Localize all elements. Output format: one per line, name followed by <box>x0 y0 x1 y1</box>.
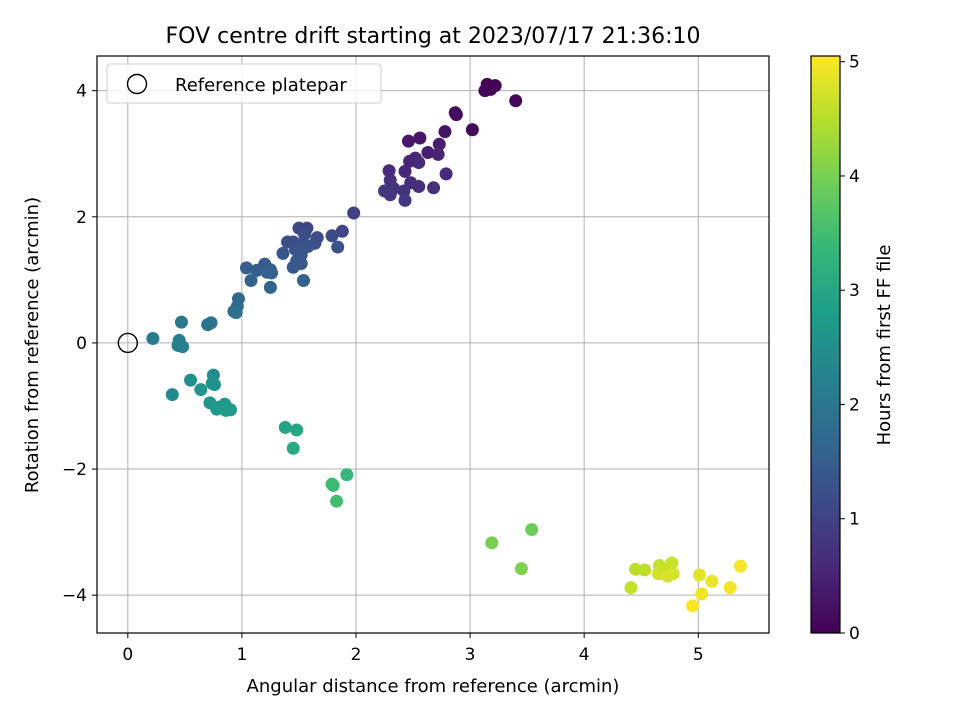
data-point <box>733 559 747 573</box>
data-point <box>335 224 349 238</box>
data-point <box>330 494 344 508</box>
data-point <box>509 94 523 108</box>
y-tick-label: −4 <box>62 586 87 606</box>
data-point <box>514 562 528 576</box>
data-point <box>184 373 198 387</box>
data-point <box>263 280 277 294</box>
legend-label-reference: Reference platepar <box>175 75 347 96</box>
data-point <box>297 273 311 287</box>
data-point <box>146 332 160 346</box>
data-point <box>286 441 300 455</box>
legend-marker-reference <box>126 73 148 95</box>
data-point <box>398 164 412 178</box>
data-point <box>331 240 345 254</box>
data-point <box>412 156 426 170</box>
data-point <box>465 123 479 137</box>
legend: Reference platepar <box>106 63 382 104</box>
colorbar-tick-label: 0 <box>849 624 860 644</box>
data-point <box>427 181 441 195</box>
data-point <box>250 263 264 277</box>
data-point <box>686 599 700 613</box>
data-point <box>229 306 243 320</box>
y-tick-label: 2 <box>76 208 87 228</box>
y-tick-label: 4 <box>76 82 87 102</box>
y-tick-label: −2 <box>62 460 87 480</box>
data-point <box>340 468 354 482</box>
plot-frame <box>96 55 770 634</box>
colorbar-tick-label: 4 <box>849 167 860 187</box>
data-point <box>219 403 233 417</box>
data-point <box>421 145 435 159</box>
y-axis-label: Rotation from reference (arcmin) <box>22 197 43 493</box>
data-point <box>176 340 190 354</box>
data-point <box>525 523 539 537</box>
data-point <box>194 383 208 397</box>
data-point <box>412 180 426 194</box>
x-axis-label: Angular distance from reference (arcmin) <box>247 676 620 697</box>
data-point <box>201 318 215 332</box>
data-point <box>432 137 446 151</box>
data-point <box>276 246 290 260</box>
data-point <box>478 84 492 98</box>
chart-title: FOV centre drift starting at 2023/07/17 … <box>166 24 701 49</box>
data-point <box>290 423 304 437</box>
colorbar-gradient <box>811 56 840 633</box>
colorbar-label: Hours from first FF file <box>874 245 895 446</box>
data-point <box>165 388 179 402</box>
data-point <box>265 266 279 280</box>
data-point <box>438 125 452 139</box>
colorbar-tick-label: 2 <box>849 395 860 415</box>
x-tick-label: 4 <box>579 645 590 665</box>
colorbar-frame <box>810 55 841 634</box>
colorbar: 0 1 2 3 4 5 <box>810 53 860 644</box>
x-tick-label: 5 <box>693 645 704 665</box>
data-point <box>174 315 188 329</box>
data-point <box>397 184 411 198</box>
data-point <box>398 193 412 207</box>
data-point <box>692 568 706 582</box>
colorbar-tick-label: 1 <box>849 510 860 530</box>
data-point <box>660 569 674 583</box>
data-point <box>401 134 415 148</box>
data-point <box>485 536 499 550</box>
data-point <box>723 581 737 595</box>
data-point <box>705 574 719 588</box>
colorbar-tick-label: 5 <box>849 53 860 73</box>
data-point <box>439 167 453 181</box>
data-point <box>347 206 361 220</box>
data-point <box>325 229 339 243</box>
colorbar-tick-label: 3 <box>849 281 860 301</box>
data-point <box>278 420 292 434</box>
reference-platepar-marker <box>117 332 139 354</box>
data-point <box>695 587 709 601</box>
legend-frame <box>106 63 382 104</box>
data-point <box>382 164 396 178</box>
x-tick-label: 3 <box>465 645 476 665</box>
data-point <box>326 478 340 492</box>
data-point <box>208 378 222 392</box>
data-point <box>239 261 253 275</box>
x-tick-label: 0 <box>122 645 133 665</box>
data-point <box>383 188 397 202</box>
data-point <box>638 563 652 577</box>
y-tick-label: 0 <box>76 334 87 354</box>
x-tick-label: 1 <box>236 645 247 665</box>
data-point <box>624 581 638 595</box>
data-point <box>286 260 300 274</box>
plot-background <box>97 56 769 633</box>
x-tick-label: 2 <box>351 645 362 665</box>
data-point <box>449 108 463 122</box>
plot-area: 0 1 2 3 4 5 −4 −2 0 2 4 <box>62 55 770 665</box>
data-point <box>244 273 258 287</box>
data-point <box>431 147 445 161</box>
data-point <box>413 131 427 145</box>
